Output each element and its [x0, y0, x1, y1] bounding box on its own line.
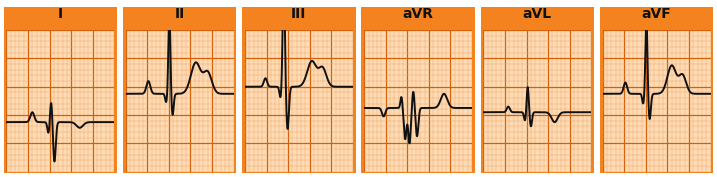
Text: I: I	[58, 7, 63, 21]
Text: aVL: aVL	[523, 7, 552, 21]
Text: II: II	[174, 7, 185, 21]
Text: III: III	[291, 7, 307, 21]
Text: aVR: aVR	[403, 7, 434, 21]
Text: aVF: aVF	[642, 7, 672, 21]
